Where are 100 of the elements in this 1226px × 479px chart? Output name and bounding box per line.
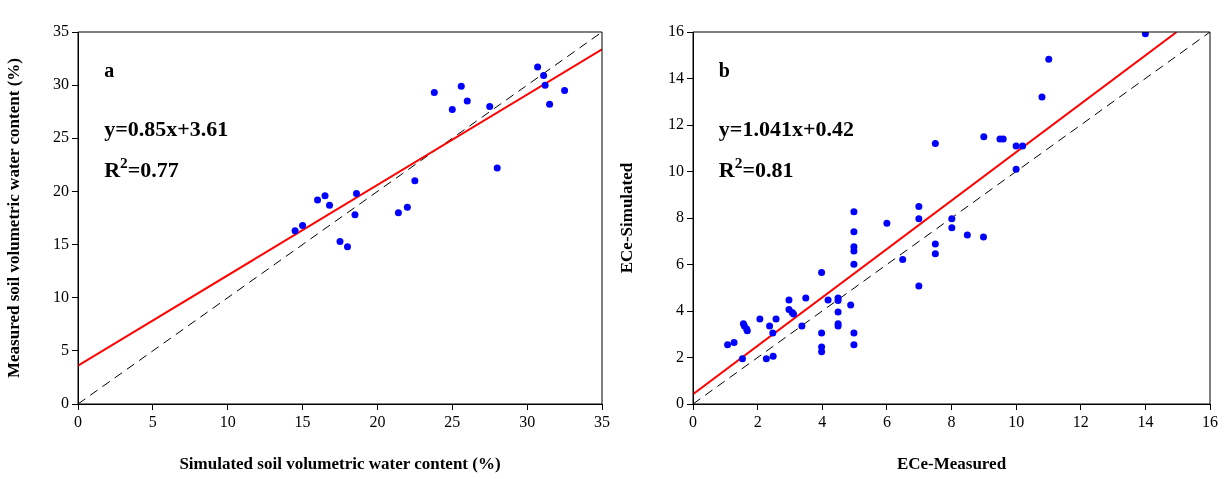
point bbox=[326, 201, 334, 209]
point bbox=[738, 355, 746, 363]
point bbox=[850, 208, 858, 216]
x-tick-label: 2 bbox=[753, 412, 762, 430]
y-tick-label: 8 bbox=[676, 208, 684, 226]
x-tick-label: 0 bbox=[74, 412, 82, 430]
point bbox=[834, 308, 842, 316]
x-tick-label: 10 bbox=[219, 412, 236, 430]
point bbox=[448, 106, 456, 114]
point bbox=[769, 352, 777, 360]
point bbox=[798, 322, 806, 330]
point bbox=[769, 329, 777, 337]
point bbox=[336, 237, 344, 245]
point bbox=[561, 86, 569, 94]
point bbox=[756, 315, 764, 323]
y-tick-label: 4 bbox=[676, 301, 684, 319]
point bbox=[824, 296, 832, 304]
x-tick-label: 15 bbox=[294, 412, 311, 430]
y-tick-label: 0 bbox=[61, 394, 69, 412]
point bbox=[915, 203, 923, 211]
point bbox=[541, 81, 549, 89]
point bbox=[463, 97, 471, 105]
x-axis-title: ECe-Measured bbox=[896, 454, 1007, 474]
point bbox=[724, 341, 732, 349]
point bbox=[321, 192, 329, 200]
point bbox=[351, 211, 359, 219]
point bbox=[534, 63, 542, 71]
point bbox=[486, 102, 494, 110]
point bbox=[931, 250, 939, 258]
y-axis-title: ECe-Simulated bbox=[616, 162, 636, 274]
point bbox=[540, 72, 548, 80]
point bbox=[411, 177, 419, 185]
point bbox=[430, 89, 438, 97]
y-tick-label: 5 bbox=[61, 341, 69, 359]
point bbox=[818, 329, 826, 337]
x-tick-label: 35 bbox=[594, 412, 610, 430]
point bbox=[948, 224, 956, 232]
x-tick-label: 25 bbox=[444, 412, 461, 430]
point bbox=[1019, 142, 1027, 150]
point bbox=[915, 282, 923, 290]
x-tick-label: 8 bbox=[947, 412, 956, 430]
point bbox=[1038, 93, 1046, 101]
point bbox=[818, 268, 826, 276]
point bbox=[883, 219, 891, 227]
y-tick-label: 14 bbox=[668, 68, 684, 86]
x-tick-label: 30 bbox=[519, 412, 536, 430]
x-tick-label: 6 bbox=[882, 412, 891, 430]
point bbox=[343, 243, 351, 251]
y-tick-label: 35 bbox=[53, 22, 69, 40]
point bbox=[931, 240, 939, 248]
y-tick-label: 25 bbox=[53, 128, 69, 146]
point bbox=[850, 341, 858, 349]
point bbox=[850, 228, 858, 236]
x-tick-label: 5 bbox=[148, 412, 157, 430]
y-tick-label: 20 bbox=[53, 181, 69, 199]
x-tick-label: 4 bbox=[818, 412, 827, 430]
x-tick-label: 20 bbox=[369, 412, 386, 430]
point bbox=[802, 294, 810, 302]
point bbox=[980, 133, 988, 141]
x-axis-title: Simulated soil volumetric water content (%) bbox=[179, 454, 501, 474]
y-tick-label: 10 bbox=[53, 287, 69, 305]
point bbox=[1012, 165, 1020, 173]
point bbox=[493, 164, 501, 172]
x-tick-label: 16 bbox=[1202, 412, 1218, 430]
annotation: b bbox=[718, 58, 730, 81]
point bbox=[915, 215, 923, 223]
annotation: y=0.85x+3.61 bbox=[104, 116, 229, 142]
x-tick-label: 14 bbox=[1137, 412, 1154, 430]
x-tick-label: 12 bbox=[1072, 412, 1089, 430]
y-tick-label: 16 bbox=[668, 22, 684, 40]
y-tick-label: 12 bbox=[668, 115, 684, 133]
point bbox=[762, 355, 770, 363]
point bbox=[730, 338, 738, 346]
y-tick-label: 6 bbox=[676, 254, 684, 272]
y-tick-label: 0 bbox=[676, 394, 684, 412]
point bbox=[403, 203, 411, 211]
point bbox=[291, 227, 299, 235]
y-tick-label: 2 bbox=[676, 347, 684, 365]
point bbox=[299, 221, 307, 229]
point bbox=[772, 315, 780, 323]
annotation: a bbox=[104, 58, 115, 81]
annotation: y=1.041x+0.42 bbox=[718, 116, 854, 142]
point bbox=[1045, 55, 1053, 63]
point bbox=[931, 140, 939, 148]
point bbox=[766, 322, 774, 330]
point bbox=[847, 301, 855, 309]
point bbox=[948, 215, 956, 223]
y-tick-label: 30 bbox=[53, 75, 69, 93]
point bbox=[850, 329, 858, 337]
y-tick-label: 10 bbox=[668, 161, 684, 179]
point bbox=[899, 256, 907, 264]
point bbox=[546, 100, 554, 108]
point bbox=[1012, 142, 1020, 150]
point bbox=[785, 296, 793, 304]
point bbox=[979, 233, 987, 241]
y-tick-label: 15 bbox=[53, 234, 69, 252]
point bbox=[818, 348, 826, 356]
x-tick-label: 0 bbox=[689, 412, 697, 430]
x-tick-label: 10 bbox=[1008, 412, 1025, 430]
point bbox=[850, 260, 858, 268]
